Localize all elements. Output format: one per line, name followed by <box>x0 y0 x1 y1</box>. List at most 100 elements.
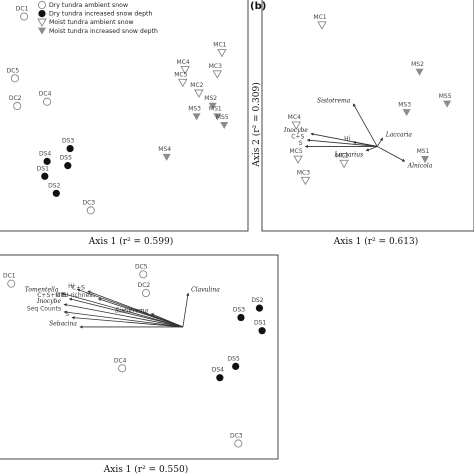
data-point <box>443 100 452 108</box>
panel-a-frame <box>0 0 249 232</box>
legend-label: Dry tundra ambient snow <box>49 2 128 9</box>
point-label: DC3 <box>230 432 243 439</box>
data-point <box>402 109 411 117</box>
data-point <box>20 12 29 21</box>
vector-label: S <box>299 140 303 147</box>
point-label: DC4 <box>114 357 127 364</box>
data-point <box>52 189 60 197</box>
point-label: MS2 <box>204 95 217 102</box>
data-point <box>66 144 74 153</box>
point-label: MC5 <box>174 72 187 79</box>
data-point <box>64 162 72 170</box>
point-label: DS4 <box>212 367 224 374</box>
legend: Dry tundra ambient snow Dry tundra increa… <box>37 0 158 35</box>
point-label: MS3 <box>398 101 411 108</box>
data-point <box>237 313 245 322</box>
point-label: DC4 <box>39 91 52 98</box>
data-point <box>13 101 22 111</box>
vector-label: Sistotrema <box>115 307 149 314</box>
data-point <box>415 68 424 76</box>
legend-marker <box>37 18 47 27</box>
vector-arrow <box>365 146 378 152</box>
legend-marker <box>37 0 47 10</box>
vector-label: Inocybe <box>283 127 308 134</box>
vector-label: Tomentella <box>25 287 59 294</box>
data-point <box>234 439 243 448</box>
vector-label: S <box>65 311 69 318</box>
vector-arrow <box>182 292 190 327</box>
data-point <box>421 156 430 164</box>
point-label: DC5 <box>7 67 20 74</box>
vector-arrow <box>306 138 378 147</box>
vector-label: Sebacina <box>49 320 77 327</box>
point-label: MS2 <box>411 61 424 68</box>
legend-marker <box>38 10 46 18</box>
vector-arrow <box>68 297 183 328</box>
data-point <box>178 78 188 88</box>
point-label: DS1 <box>254 320 266 327</box>
point-label: DC1 <box>16 6 29 13</box>
vector-arrow <box>63 310 183 328</box>
data-point <box>232 362 240 370</box>
vector-label: C+S+MIB <box>37 292 66 299</box>
data-point <box>293 155 303 164</box>
data-point <box>86 206 95 215</box>
vector-arrow <box>310 132 378 147</box>
legend-label: Moist tundra ambient snow <box>49 19 134 26</box>
vector-arrow <box>352 103 378 147</box>
vector-label: Alnicola <box>407 162 433 169</box>
axis-title-x: Axis 1 (r² = 0.599) <box>88 236 173 247</box>
data-point <box>291 121 302 130</box>
point-label: DC2 <box>138 282 151 289</box>
vector-label: C+S <box>291 134 304 141</box>
data-point <box>180 66 190 75</box>
legend-marker <box>38 27 46 35</box>
data-point <box>43 97 52 106</box>
data-point <box>258 327 266 335</box>
axis-title-x: Axis 1 (r² = 0.550) <box>103 464 188 474</box>
vector-label: Clavulina <box>191 287 220 294</box>
data-point <box>192 113 201 121</box>
data-point <box>212 70 223 79</box>
point-label: MC1 <box>313 14 326 21</box>
data-point <box>7 279 16 288</box>
point-label: MC4 <box>288 114 301 121</box>
data-point <box>118 364 127 373</box>
point-label: MC4 <box>177 59 190 66</box>
point-label: MS1 <box>209 106 222 113</box>
data-point <box>208 102 217 110</box>
point-label: DS3 <box>62 138 74 145</box>
panel-a: DC1 DC5 DC2 DC4 DC3 DS4 DS3 DS5 DS1 DS2 MC1 MC4 MC3 M… <box>0 0 249 232</box>
point-label: MS3 <box>188 106 201 113</box>
axis-title-x: Axis 1 (r² = 0.613) <box>333 236 418 247</box>
panel-b-frame <box>261 0 474 232</box>
point-label: MC3 <box>209 63 222 70</box>
vector-label: Laccaria <box>385 131 413 138</box>
vector-label: Hi <box>68 283 75 290</box>
point-label: MS4 <box>158 146 171 153</box>
legend-label: Dry tundra increased snow depth <box>49 11 152 18</box>
panel-b-label: (b) <box>250 1 266 12</box>
point-label: MS1 <box>417 148 430 155</box>
point-label: DC1 <box>3 273 16 280</box>
point-label: MC2 <box>190 82 203 89</box>
data-point <box>317 21 327 30</box>
axis-title-y: Axis 2 (r² = 0.309) <box>251 82 262 167</box>
data-point <box>300 176 311 186</box>
point-label: MC5 <box>289 148 302 155</box>
vector-arrow <box>60 292 183 328</box>
data-point <box>43 157 51 165</box>
point-label: DC5 <box>135 263 148 270</box>
data-point <box>220 121 229 129</box>
vector-label: Inocybe <box>36 298 61 305</box>
data-point <box>10 74 19 83</box>
point-label: DS5 <box>228 355 240 362</box>
vector-arrow <box>376 137 384 147</box>
point-label: DC2 <box>9 95 22 102</box>
vector-arrow <box>87 290 184 328</box>
point-label: MC2 <box>335 152 348 159</box>
vector-arrow <box>63 303 183 328</box>
data-point <box>216 374 224 382</box>
